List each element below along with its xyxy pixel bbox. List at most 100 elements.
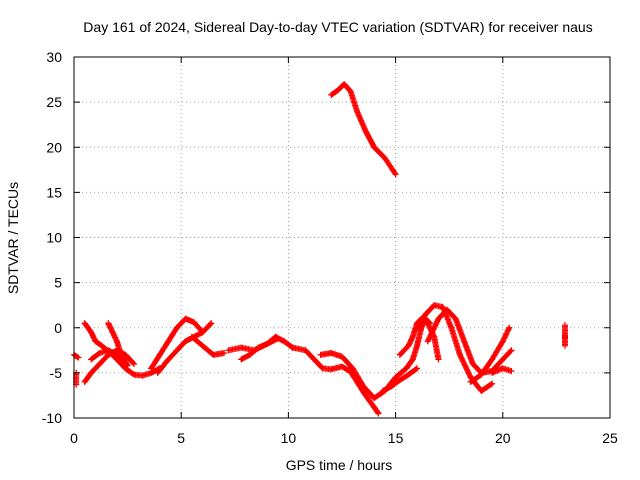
data-point xyxy=(188,333,195,340)
data-point xyxy=(345,365,352,372)
data-point xyxy=(191,319,198,326)
data-point xyxy=(439,303,446,310)
data-point xyxy=(98,342,105,349)
data-point xyxy=(362,128,369,135)
x-tick-label: 10 xyxy=(281,430,297,446)
series-arc-o xyxy=(379,365,421,394)
data-point xyxy=(478,387,485,394)
x-tick-label: 25 xyxy=(602,430,618,446)
data-point xyxy=(561,335,568,342)
data-point xyxy=(489,380,496,387)
data-markers xyxy=(71,81,568,417)
data-point xyxy=(341,81,348,88)
y-tick-label: 0 xyxy=(54,320,62,336)
y-axis-label: SDTVAR / TECUs xyxy=(5,182,21,294)
data-point xyxy=(165,338,172,345)
data-point xyxy=(467,378,474,385)
series-arc-p xyxy=(328,81,399,178)
data-point xyxy=(139,372,146,379)
series-trace xyxy=(225,333,296,354)
data-point xyxy=(461,338,468,345)
data-point xyxy=(409,356,416,363)
data-point xyxy=(182,338,189,345)
data-point xyxy=(311,356,318,363)
data-point xyxy=(154,369,161,376)
data-point xyxy=(561,342,568,349)
data-point xyxy=(561,322,568,329)
data-point xyxy=(489,369,496,376)
data-point xyxy=(469,360,476,367)
y-tick-label: 10 xyxy=(46,230,62,246)
data-point xyxy=(225,347,232,354)
data-point xyxy=(163,359,170,366)
data-point xyxy=(81,320,88,327)
data-point xyxy=(371,395,378,402)
data-point xyxy=(221,350,228,357)
x-tick-label: 5 xyxy=(177,430,185,446)
data-point xyxy=(508,347,515,354)
data-point xyxy=(354,108,361,115)
y-tick-label: -10 xyxy=(42,410,62,426)
data-point xyxy=(396,351,403,358)
series-trace xyxy=(71,351,82,361)
data-point xyxy=(88,329,95,336)
y-tick-label: 25 xyxy=(46,94,62,110)
data-point xyxy=(347,88,354,95)
data-point xyxy=(375,410,382,417)
x-axis-label: GPS time / hours xyxy=(286,457,393,473)
data-point xyxy=(379,387,386,394)
data-point xyxy=(113,338,120,345)
data-point xyxy=(499,338,506,345)
series-arc-j xyxy=(225,333,296,354)
data-point xyxy=(435,315,442,322)
series-arc-a xyxy=(71,351,82,361)
data-point xyxy=(334,87,341,94)
data-point xyxy=(403,365,410,372)
data-point xyxy=(199,342,206,349)
data-point xyxy=(499,356,506,363)
data-point xyxy=(208,320,215,327)
series-arc-r xyxy=(403,315,433,372)
data-point xyxy=(199,329,206,336)
series-arc-k xyxy=(238,335,281,363)
data-point xyxy=(414,365,421,372)
data-point xyxy=(339,353,345,360)
data-point xyxy=(339,363,345,370)
data-point xyxy=(381,155,388,162)
data-point xyxy=(246,351,253,358)
data-point xyxy=(388,383,395,390)
data-point xyxy=(328,350,335,357)
data-point xyxy=(392,374,399,381)
y-tick-label: 5 xyxy=(54,275,62,291)
y-tick-label: -5 xyxy=(50,365,63,381)
data-point xyxy=(414,342,421,349)
data-point xyxy=(109,329,116,336)
data-point xyxy=(96,360,103,367)
data-point xyxy=(448,324,455,331)
series-arc-f xyxy=(105,320,131,369)
x-tick-label: 20 xyxy=(495,430,511,446)
data-point xyxy=(409,333,416,340)
series-arc-w xyxy=(561,322,568,349)
data-point xyxy=(508,368,515,375)
data-point xyxy=(210,351,217,358)
data-point xyxy=(173,347,180,354)
series-arc-v xyxy=(489,365,515,376)
data-point xyxy=(131,371,138,378)
y-tick-label: 15 xyxy=(46,184,62,200)
data-point xyxy=(319,365,326,372)
data-point xyxy=(182,315,189,322)
series-arc-i xyxy=(188,333,228,358)
data-point xyxy=(414,324,421,331)
data-point xyxy=(456,351,463,358)
data-point xyxy=(431,302,438,309)
data-point xyxy=(426,320,433,327)
data-point xyxy=(238,356,245,363)
data-point xyxy=(274,335,281,342)
data-point xyxy=(255,344,262,351)
series-arc-e xyxy=(88,347,163,379)
data-point xyxy=(354,378,361,385)
data-point xyxy=(238,344,245,351)
data-point xyxy=(105,320,112,327)
